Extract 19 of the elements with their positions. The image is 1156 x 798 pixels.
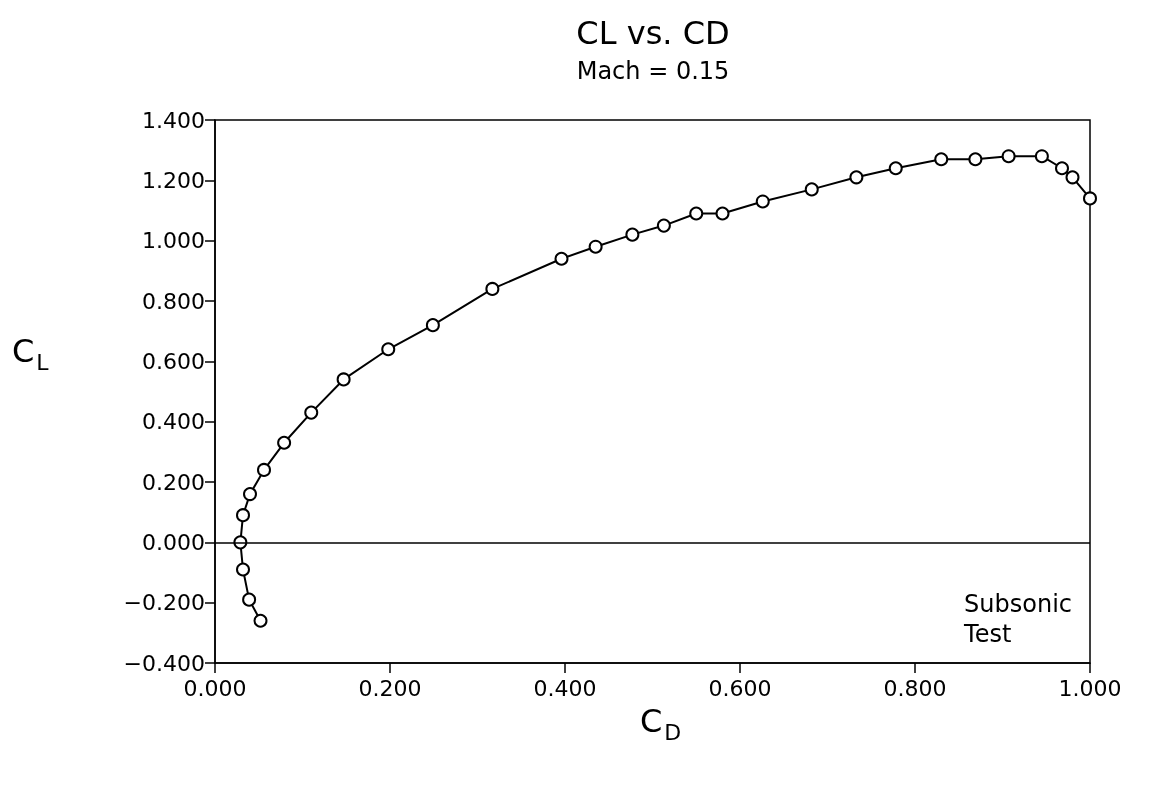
x-tick-label: 0.800 xyxy=(883,675,947,701)
y-tick-label: −0.400 xyxy=(123,650,205,676)
x-tick-label: 0.000 xyxy=(183,675,247,701)
chart-title: CL vs. CD xyxy=(576,14,730,52)
y-tick-label: 1.000 xyxy=(142,228,205,254)
x-tick-label: 1.000 xyxy=(1058,675,1122,701)
y-tick-label: 1.400 xyxy=(142,107,205,133)
y-tick-label: 1.200 xyxy=(142,167,205,193)
y-tick-label: −0.200 xyxy=(123,590,205,616)
annotation: Subsonic Test xyxy=(963,590,1073,648)
y-tick-label: 0.800 xyxy=(142,288,205,314)
x-tick-label: 0.200 xyxy=(358,675,422,701)
y-tick-label: 0.200 xyxy=(142,469,205,495)
y-tick-label: 0.000 xyxy=(142,529,205,555)
y-tick-label: 0.400 xyxy=(142,409,205,435)
chart-subtitle: Mach = 0.15 xyxy=(576,57,730,85)
x-tick-label: 0.400 xyxy=(533,675,597,701)
x-tick-label: 0.600 xyxy=(708,675,772,701)
y-tick-label: 0.600 xyxy=(142,348,205,374)
